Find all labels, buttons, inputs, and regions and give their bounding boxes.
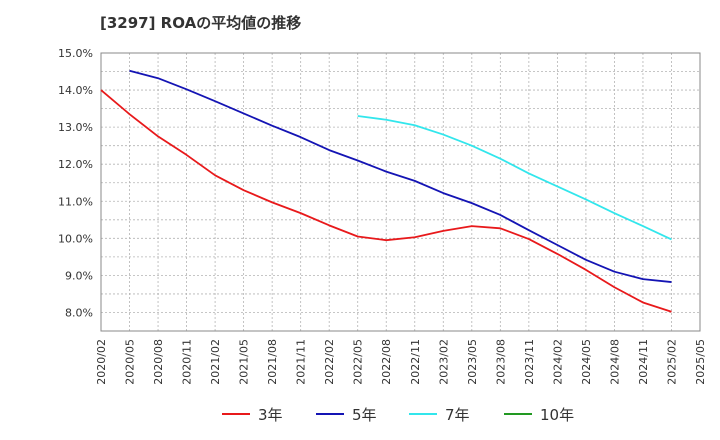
x-tick-label: 2022/11 <box>409 339 422 385</box>
x-tick-label: 2025/05 <box>694 339 707 385</box>
legend-swatch <box>504 413 532 415</box>
y-tick-label: 9.0% <box>65 269 93 282</box>
x-tick-label: 2022/02 <box>323 339 336 385</box>
y-tick-label: 11.0% <box>58 195 93 208</box>
x-tick-label: 2021/08 <box>266 339 279 385</box>
x-tick-label: 2024/08 <box>608 339 621 385</box>
legend-label: 3年 <box>258 405 283 424</box>
chart-title: [3297] ROAの平均値の推移 <box>100 14 302 32</box>
x-tick-label: 2022/08 <box>380 339 393 385</box>
series-line-5年 <box>129 69 672 283</box>
x-tick-label: 2024/05 <box>580 339 593 385</box>
y-tick-label: 14.0% <box>58 84 93 97</box>
y-tick-label: 12.0% <box>58 158 93 171</box>
legend-label: 10年 <box>540 405 575 424</box>
legend-item: 5年 <box>316 402 377 426</box>
series-line-7年 <box>357 115 672 241</box>
legend-label: 5年 <box>352 405 377 424</box>
x-tick-label: 2021/02 <box>209 339 222 385</box>
legend-swatch <box>222 413 250 415</box>
y-tick-label: 10.0% <box>58 232 93 245</box>
x-tick-label: 2024/02 <box>551 339 564 385</box>
legend-item: 7年 <box>409 402 470 426</box>
legend-item: 10年 <box>504 402 574 426</box>
y-tick-label: 8.0% <box>65 306 93 319</box>
x-tick-label: 2021/11 <box>295 339 308 385</box>
x-tick-label: 2020/05 <box>124 339 137 385</box>
x-tick-label: 2020/11 <box>181 339 194 385</box>
x-tick-label: 2020/02 <box>95 339 108 385</box>
legend-swatch <box>316 413 344 415</box>
legend-item: 3年 <box>222 402 283 426</box>
x-tick-label: 2020/08 <box>152 339 165 385</box>
legend-swatch <box>409 413 437 415</box>
y-tick-label: 13.0% <box>58 121 93 134</box>
y-tick-label: 15.0% <box>58 47 93 60</box>
x-tick-label: 2024/11 <box>637 339 650 385</box>
legend: 3年 5年 7年 10年 <box>0 402 720 426</box>
x-tick-label: 2023/11 <box>523 339 536 385</box>
legend-label: 7年 <box>445 405 470 424</box>
x-tick-label: 2023/02 <box>437 339 450 385</box>
x-tick-label: 2022/05 <box>352 339 365 385</box>
x-tick-label: 2025/02 <box>665 339 678 385</box>
x-tick-label: 2023/08 <box>494 339 507 385</box>
x-tick-label: 2023/05 <box>466 339 479 385</box>
plot-frame <box>100 52 701 332</box>
x-tick-label: 2021/05 <box>238 339 251 385</box>
series-line-3年 <box>100 89 672 313</box>
plot-area <box>101 53 700 331</box>
